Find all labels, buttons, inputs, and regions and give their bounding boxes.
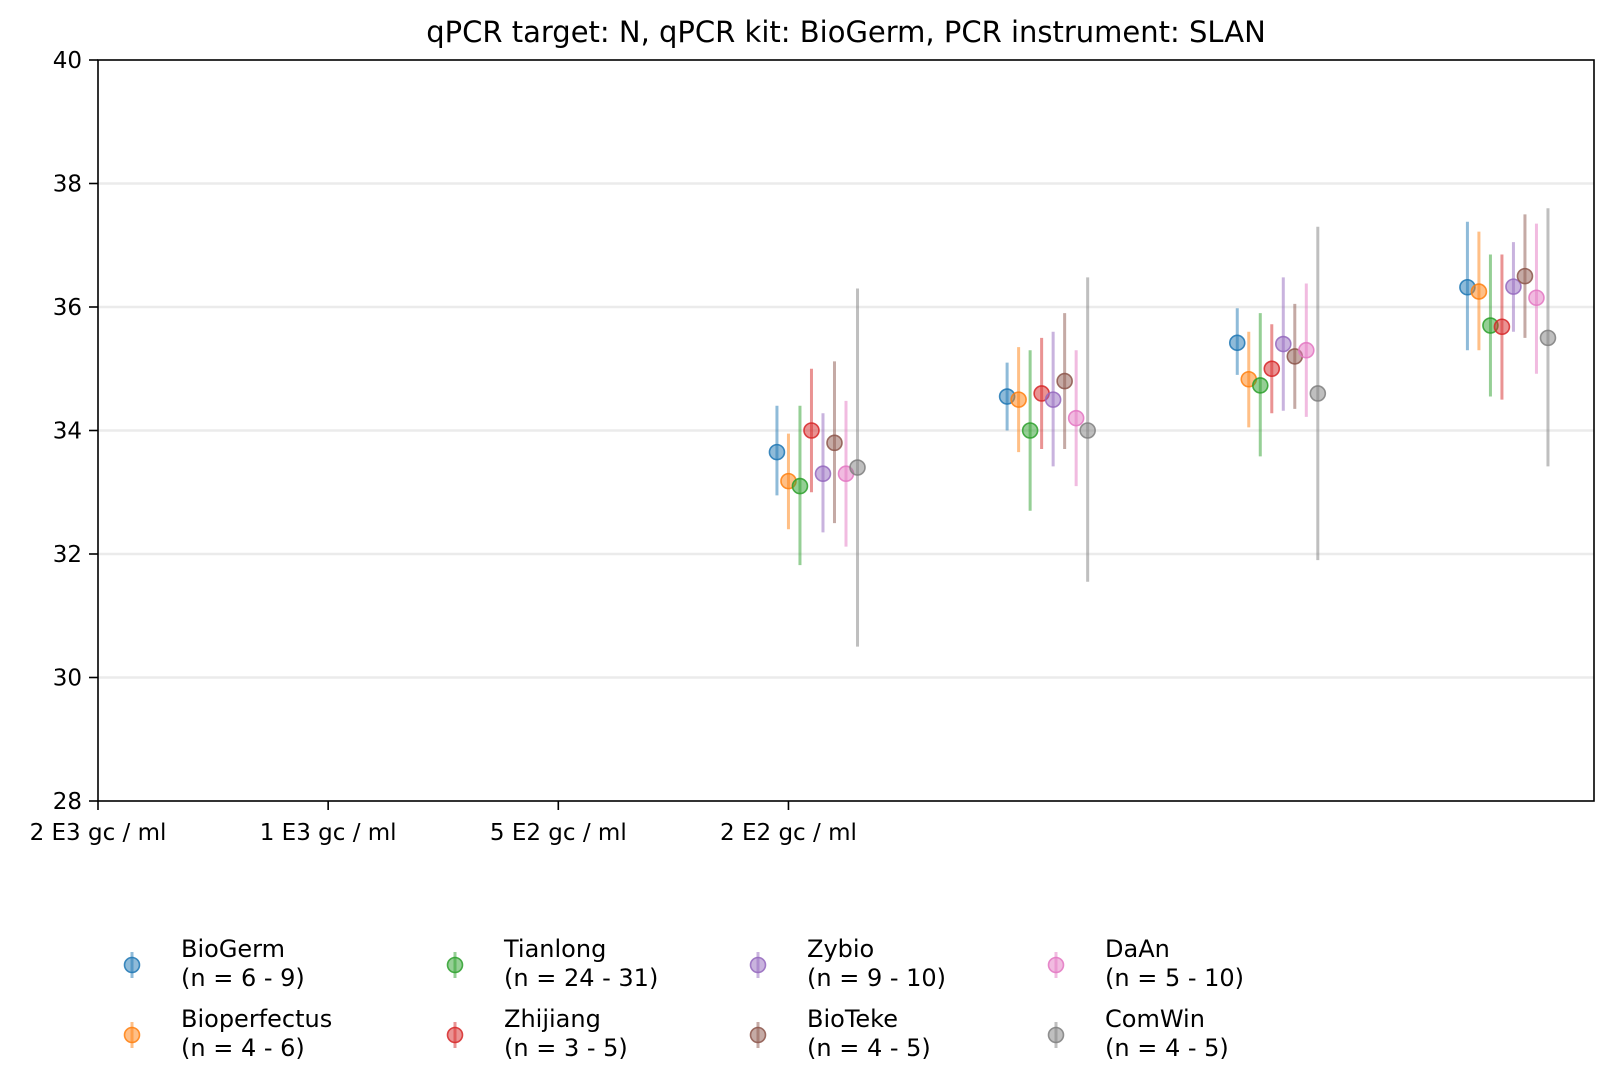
series-daan (837, 223, 1545, 547)
legend-label: BioTeke (807, 1005, 898, 1033)
data-point (1298, 341, 1315, 359)
legend-item-zhijiang: Zhijiang(n = 3 - 5) (446, 1005, 628, 1062)
legend-item-bioperfectus: Bioperfectus(n = 4 - 6) (123, 1005, 332, 1062)
x-tick-label: 5 E2 gc / ml (490, 820, 627, 846)
legend-count: (n = 5 - 10) (1105, 964, 1244, 992)
legend-label: DaAn (1105, 935, 1170, 963)
legend-label: Bioperfectus (181, 1005, 332, 1033)
legend-count: (n = 4 - 6) (181, 1034, 305, 1062)
data-point (1528, 289, 1545, 307)
legend-item-biogerm: BioGerm(n = 6 - 9) (123, 935, 305, 992)
data-point (791, 477, 809, 495)
legend-count: (n = 9 - 10) (807, 964, 946, 992)
legend-marker (1047, 1026, 1065, 1044)
legend-label: Tianlong (503, 935, 606, 963)
data-point (768, 443, 786, 461)
legend: BioGerm(n = 6 - 9) Bioperfectus(n = 4 - 6… (123, 935, 1244, 1062)
x-tick-label: 2 E3 gc / ml (30, 820, 167, 846)
series-zybio (814, 242, 1522, 533)
series-comwin (849, 208, 1557, 647)
y-tick-label: 30 (53, 666, 82, 692)
y-tick-label: 38 (53, 172, 82, 198)
legend-marker (749, 956, 767, 974)
y-tick-label: 32 (53, 542, 82, 568)
data-point (1493, 318, 1511, 336)
series-bioteke (826, 214, 1534, 524)
series-bioperfectus (780, 231, 1488, 530)
chart-title: qPCR target: N, qPCR kit: BioGerm, PCR i… (426, 15, 1266, 49)
y-tick-label: 34 (53, 419, 82, 445)
x-axis: 2 E3 gc / ml 1 E3 gc / ml 5 E2 gc / ml 2 E2… (30, 801, 857, 846)
data-point (1251, 377, 1269, 394)
x-tick-label: 1 E3 gc / ml (260, 820, 397, 846)
series-biogerm (768, 221, 1476, 496)
data-point (1263, 360, 1281, 378)
legend-item-tianlong: Tianlong(n = 24 - 31) (446, 935, 658, 992)
series-zhijiang (803, 254, 1511, 493)
legend-item-zybio: Zybio(n = 9 - 10) (749, 935, 946, 992)
data-point (803, 422, 820, 439)
data-point (1274, 335, 1292, 353)
legend-item-comwin: ComWin(n = 4 - 5) (1047, 1005, 1229, 1062)
legend-marker (123, 1026, 141, 1044)
plot-series (768, 208, 1557, 647)
legend-item-daan: DaAn(n = 5 - 10) (1047, 935, 1244, 992)
legend-marker (749, 1026, 767, 1044)
legend-count: (n = 4 - 5) (1105, 1034, 1229, 1062)
legend-label: ComWin (1105, 1005, 1205, 1033)
legend-count: (n = 24 - 31) (504, 964, 658, 992)
data-point (1044, 391, 1062, 408)
y-tick-label: 28 (53, 789, 82, 815)
data-point (1067, 409, 1085, 427)
data-point (1516, 267, 1534, 285)
data-point (1010, 391, 1027, 408)
legend-item-bioteke: BioTeke(n = 4 - 5) (749, 1005, 931, 1062)
legend-count: (n = 3 - 5) (504, 1034, 628, 1062)
data-point (1079, 422, 1096, 439)
legend-marker (123, 956, 141, 974)
legend-marker (446, 1026, 464, 1044)
x-tick-label: 2 E2 gc / ml (720, 820, 857, 846)
legend-label: Zhijiang (504, 1005, 601, 1033)
legend-marker (446, 956, 464, 974)
data-point (1021, 422, 1039, 439)
data-point (849, 459, 866, 476)
data-point (1056, 372, 1073, 390)
legend-label: BioGerm (181, 935, 285, 963)
y-axis: 28 30 32 34 36 38 40 (53, 48, 98, 815)
legend-marker (1047, 956, 1065, 974)
legend-count: (n = 6 - 9) (181, 964, 305, 992)
data-point (826, 434, 843, 452)
data-point (1470, 283, 1488, 300)
data-point (1228, 334, 1246, 352)
y-tick-label: 40 (53, 48, 82, 74)
data-point (1505, 278, 1522, 295)
data-point (814, 465, 832, 483)
y-tick-label: 36 (53, 295, 82, 321)
legend-label: Zybio (807, 935, 874, 963)
plot-frame (97, 59, 1595, 802)
data-point (1539, 329, 1557, 347)
legend-count: (n = 4 - 5) (807, 1034, 931, 1062)
data-point (1309, 385, 1327, 402)
